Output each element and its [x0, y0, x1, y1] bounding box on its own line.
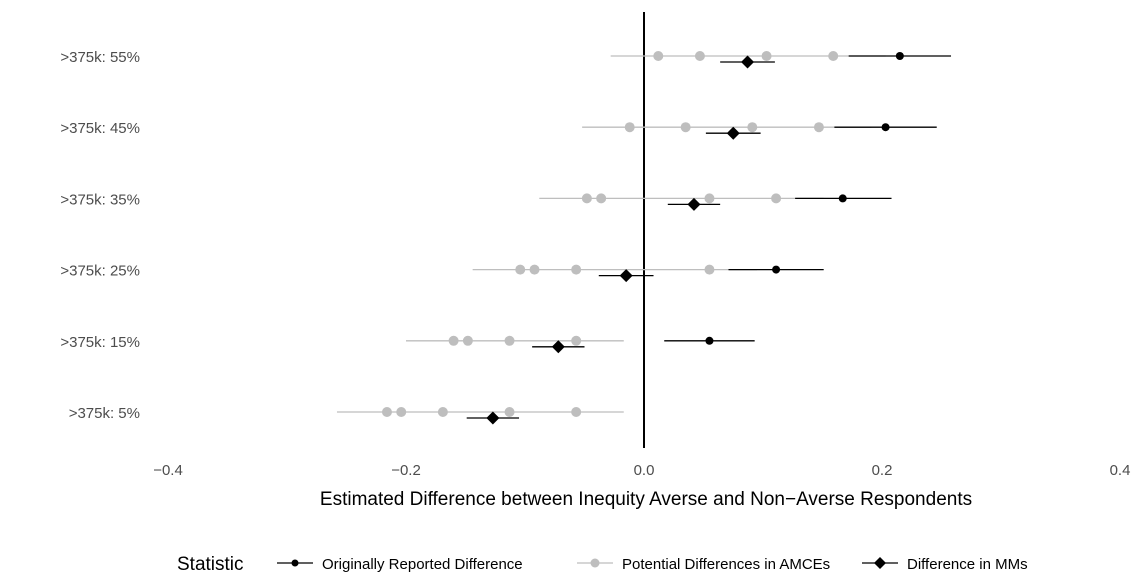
original-point [772, 266, 780, 274]
amce-point [463, 336, 473, 346]
mm-diamond [486, 412, 499, 425]
amce-point [505, 407, 515, 417]
amce-point [530, 265, 540, 275]
legend-item: Potential Differences in AMCEs [577, 556, 830, 572]
legend: Statistic Originally Reported Difference P… [177, 554, 1028, 572]
amce-point [625, 122, 635, 132]
x-axis-ticks: −0.4 −0.2 0.0 0.2 0.4 [153, 462, 1130, 479]
legend-key-circle [292, 560, 299, 567]
amce-point [681, 122, 691, 132]
amce-point [515, 265, 525, 275]
y-tick-label: >375k: 15% [60, 334, 140, 351]
amce-point [828, 51, 838, 61]
legend-title: Statistic [177, 554, 244, 572]
x-tick-label: 0.2 [872, 462, 893, 479]
amce-point [382, 407, 392, 417]
x-tick-label: −0.2 [391, 462, 421, 479]
y-axis-ticks: >375k: 55% >375k: 45% >375k: 35% >375k: 25%… [60, 49, 140, 422]
legend-label: Difference in MMs [907, 556, 1028, 572]
legend-key-circle [591, 559, 600, 568]
mm-diamond [727, 127, 740, 140]
legend-item: Difference in MMs [862, 556, 1028, 572]
original-point [705, 337, 713, 345]
amce-point [653, 51, 663, 61]
y-tick-label: >375k: 25% [60, 263, 140, 280]
mm-diamond [741, 56, 754, 69]
original-point [882, 123, 890, 131]
x-tick-label: −0.4 [153, 462, 183, 479]
amce-point [704, 193, 714, 203]
amce-point [571, 407, 581, 417]
amce-point [505, 336, 515, 346]
legend-key-diamond [874, 557, 886, 569]
mm-diamond [620, 269, 633, 282]
amce-point [747, 122, 757, 132]
original-point [896, 52, 904, 60]
amce-point [571, 336, 581, 346]
y-tick-label: >375k: 35% [60, 191, 140, 208]
amce-point [695, 51, 705, 61]
legend-item: Originally Reported Difference [277, 556, 523, 572]
original-point [839, 194, 847, 202]
amce-point [704, 265, 714, 275]
legend-label: Potential Differences in AMCEs [622, 556, 830, 572]
mm-diamond [552, 340, 565, 353]
y-tick-label: >375k: 55% [60, 49, 140, 66]
y-tick-label: >375k: 5% [69, 405, 140, 422]
amce-point [762, 51, 772, 61]
mm-diamond [687, 198, 700, 211]
amce-point [449, 336, 459, 346]
amce-point [771, 193, 781, 203]
x-tick-label: 0.0 [634, 462, 655, 479]
amce-point [396, 407, 406, 417]
amce-point [596, 193, 606, 203]
x-axis-title: Estimated Difference between Inequity Av… [320, 489, 972, 510]
amce-point [814, 122, 824, 132]
amce-point [582, 193, 592, 203]
x-tick-label: 0.4 [1110, 462, 1131, 479]
plot-panel [337, 12, 951, 448]
amce-point [438, 407, 448, 417]
y-tick-label: >375k: 45% [60, 120, 140, 137]
amce-point [571, 265, 581, 275]
legend-label: Originally Reported Difference [322, 556, 523, 572]
